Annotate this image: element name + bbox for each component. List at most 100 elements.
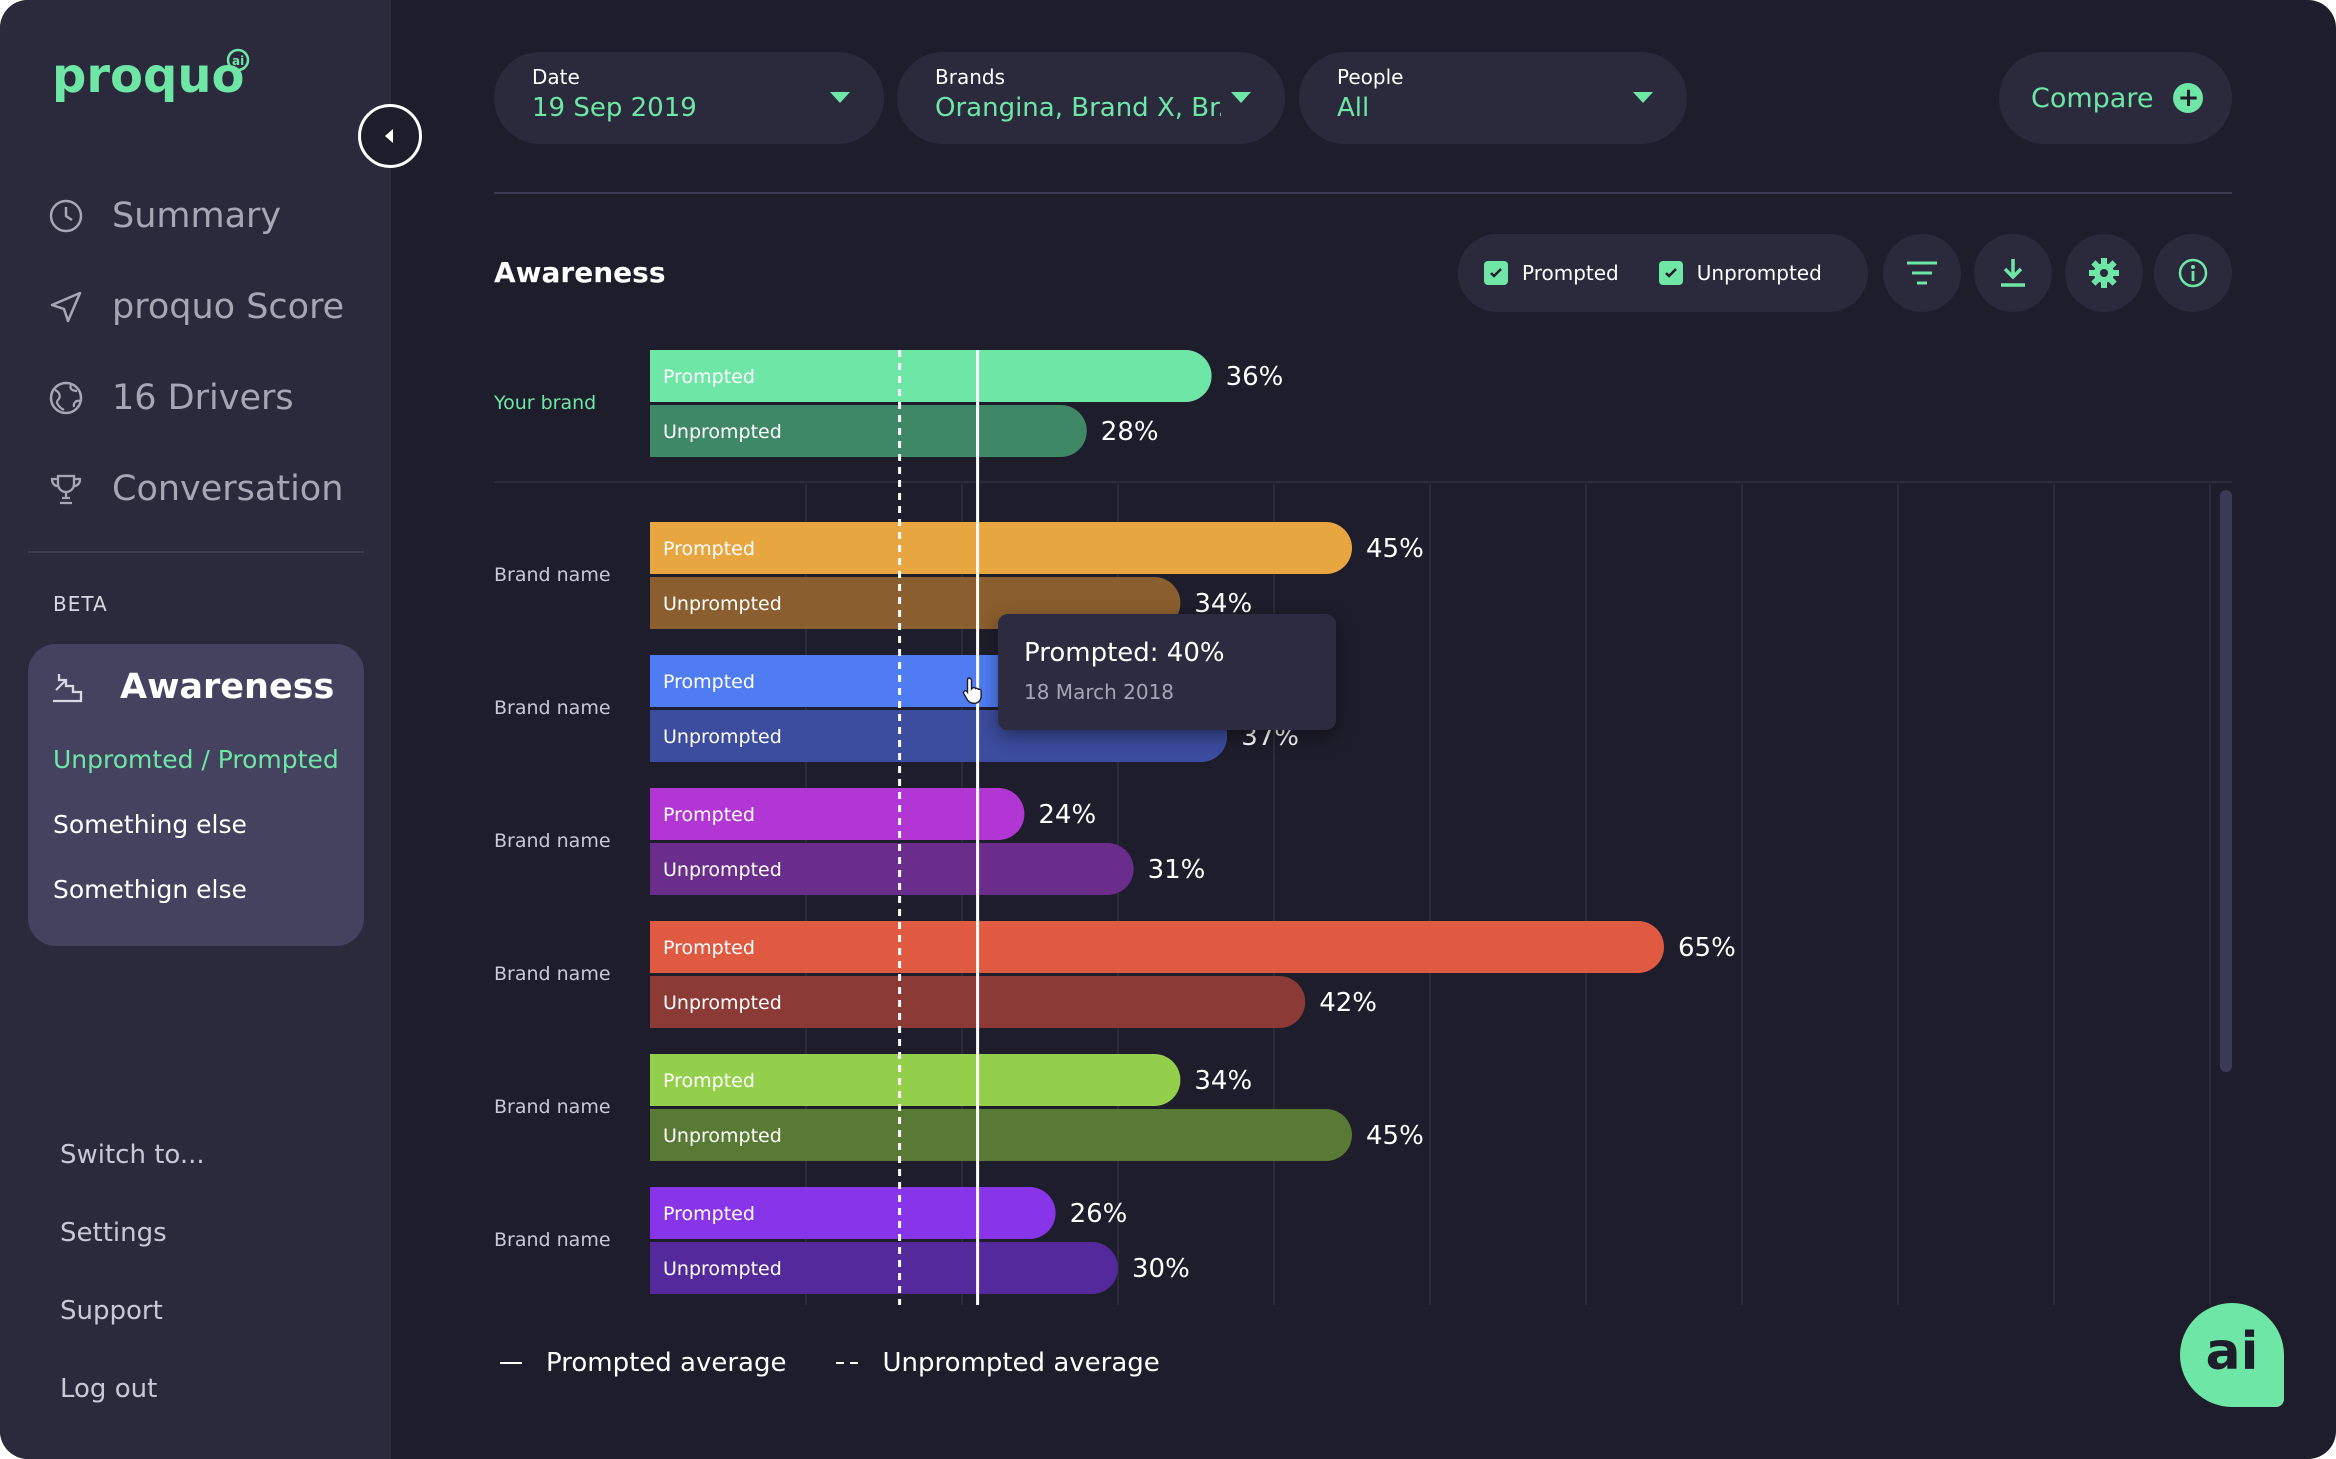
brand-name-label: Brand name [494, 697, 611, 719]
subnav-unprompted-prompted[interactable]: Unpromted / Prompted [53, 745, 339, 774]
chevron-down-icon [1633, 92, 1653, 103]
prompted-value-label: 26% [1070, 1199, 1128, 1229]
date-filter-label: Date [532, 65, 580, 89]
dashed-line-icon [836, 1362, 859, 1364]
prompted-bar[interactable] [650, 1054, 1181, 1106]
prompted-bar[interactable] [650, 350, 1212, 402]
gear-icon [2089, 258, 2119, 288]
subnav-somethign-else[interactable]: Somethign else [53, 875, 247, 904]
unprompted-checkbox[interactable] [1658, 261, 1683, 285]
globe-icon [46, 378, 86, 418]
brand-name-label: Brand name [494, 1096, 611, 1118]
sidebar: proquo ai Summary proquo Score [0, 0, 391, 1459]
unprompted-bar[interactable] [650, 843, 1134, 895]
prompted-bar-label: Prompted [663, 671, 755, 693]
nav-item-16-drivers[interactable]: 16 Drivers [46, 352, 366, 443]
unprompted-value-label: 28% [1101, 417, 1159, 447]
prompted-value-label: 36% [1226, 362, 1284, 392]
logo-badge: ai [232, 54, 244, 68]
people-filter-value: All [1337, 93, 1370, 123]
nav-item-awareness[interactable]: Awareness [50, 664, 334, 710]
prompted-bar[interactable] [650, 788, 1025, 840]
stairs-icon [50, 667, 90, 707]
check-icon [1490, 268, 1502, 278]
info-button[interactable] [2154, 234, 2232, 312]
prompted-bar-label: Prompted [663, 804, 755, 826]
nav-item-conversation[interactable]: Conversation [46, 443, 366, 534]
prompted-toggle-label: Prompted [1522, 261, 1619, 285]
prompted-bar-label: Prompted [663, 538, 755, 560]
filter-button[interactable] [1883, 234, 1961, 312]
trophy-icon [46, 469, 86, 509]
unprompted-bar-label: Unprompted [663, 859, 782, 881]
compare-label: Compare [2031, 82, 2154, 114]
legend-prompted-average: Prompted average [546, 1348, 787, 1378]
send-icon [46, 287, 86, 327]
brand-name-label: Brand name [494, 1229, 611, 1251]
download-button[interactable] [1974, 234, 2052, 312]
chevron-down-icon [1231, 92, 1251, 103]
legend-unprompted-average: Unprompted average [882, 1348, 1160, 1378]
nav-label: 16 Drivers [112, 377, 294, 418]
prompted-bar-label: Prompted [663, 1070, 755, 1092]
settings-link[interactable]: Settings [60, 1218, 167, 1248]
main-nav: Summary proquo Score 16 Drivers Conversa… [46, 170, 366, 534]
unprompted-value-label: 31% [1148, 855, 1206, 885]
collapse-sidebar-button[interactable] [358, 104, 422, 168]
ai-button-label: ai [2205, 1322, 2259, 1382]
plus-icon: + [2173, 83, 2204, 113]
unprompted-bar[interactable] [650, 1109, 1352, 1161]
brands-filter-value: Orangina, Brand X, Br... [935, 93, 1221, 123]
chart-scrollbar[interactable] [2220, 490, 2232, 1072]
prompted-bar-label: Prompted [663, 366, 755, 388]
prompted-value-label: 65% [1678, 933, 1736, 963]
unprompted-value-label: 30% [1132, 1254, 1190, 1284]
clock-icon [46, 196, 86, 236]
your-brand-label: Your brand [494, 392, 597, 414]
check-icon [1664, 268, 1677, 278]
proquo-logo[interactable]: proquo ai [52, 48, 252, 110]
chart-title: Awareness [494, 256, 666, 289]
brands-filter[interactable]: Brands Orangina, Brand X, Br... [897, 52, 1285, 144]
beta-label: BETA [53, 592, 108, 616]
sidebar-divider [28, 551, 364, 553]
prompted-value-label: 24% [1038, 800, 1096, 830]
awareness-title: Awareness [120, 667, 335, 707]
prompted-bar[interactable] [650, 1187, 1056, 1239]
top-divider [494, 192, 2232, 194]
unprompted-bar-label: Unprompted [663, 1258, 782, 1280]
filter-icon [1907, 261, 1937, 285]
awareness-panel: Awareness Unpromted / Prompted Something… [28, 644, 364, 946]
date-filter[interactable]: Date 19 Sep 2019 [494, 52, 884, 144]
chart-legend: Prompted average Unprompted average [500, 1348, 1160, 1378]
people-filter-label: People [1337, 65, 1404, 89]
prompted-checkbox[interactable] [1484, 261, 1508, 285]
prompted-bar[interactable] [650, 522, 1352, 574]
nav-label: proquo Score [112, 286, 345, 327]
switch-to-link[interactable]: Switch to... [60, 1140, 205, 1170]
subnav-something-else[interactable]: Something else [53, 810, 247, 839]
unprompted-toggle-label: Unprompted [1696, 261, 1822, 285]
settings-button[interactable] [2065, 234, 2143, 312]
nav-label: Conversation [112, 468, 344, 509]
compare-button[interactable]: Compare + [1999, 52, 2232, 144]
nav-item-proquo-score[interactable]: proquo Score [46, 261, 366, 352]
ai-assistant-button[interactable]: ai [2180, 1303, 2284, 1407]
info-icon [2178, 258, 2208, 288]
nav-item-summary[interactable]: Summary [46, 170, 366, 261]
people-filter[interactable]: People All [1299, 52, 1687, 144]
hand-cursor-icon [962, 677, 982, 705]
unprompted-bar[interactable] [650, 1242, 1118, 1294]
prompted-bar[interactable] [650, 921, 1664, 973]
nav-label: Summary [112, 195, 282, 236]
support-link[interactable]: Support [60, 1296, 163, 1326]
logout-link[interactable]: Log out [60, 1374, 158, 1404]
unprompted-bar-label: Unprompted [663, 421, 782, 443]
sidebar-bottom-links: Switch to... Settings Support Log out [60, 1132, 205, 1444]
tooltip-title: Prompted: 40% [1024, 638, 1225, 668]
prompted-bar-label: Prompted [663, 1203, 755, 1225]
chevron-left-icon [385, 129, 393, 143]
chart-tooltip: Prompted: 40% 18 March 2018 [998, 614, 1336, 730]
tooltip-date: 18 March 2018 [1024, 680, 1175, 704]
